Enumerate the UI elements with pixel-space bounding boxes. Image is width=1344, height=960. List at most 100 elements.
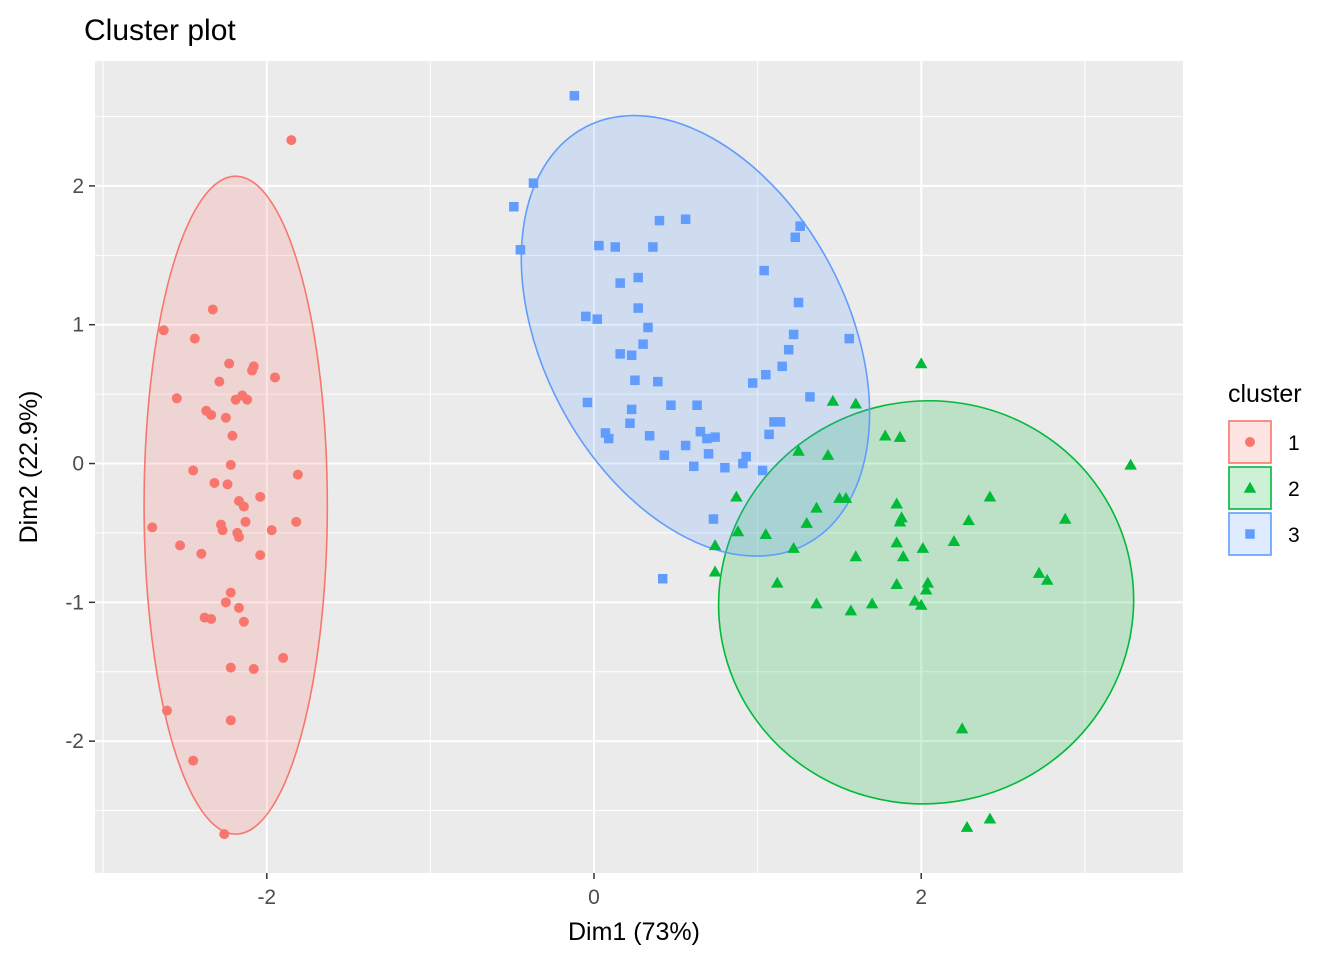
minor-gridlines bbox=[95, 61, 1183, 873]
legend-title: cluster bbox=[1228, 380, 1302, 408]
cluster-1-point bbox=[222, 479, 233, 490]
chart-title: Cluster plot bbox=[84, 14, 236, 47]
cluster-2-point bbox=[849, 550, 863, 562]
cluster-3-point bbox=[633, 303, 643, 313]
cluster-1-point bbox=[225, 715, 236, 726]
cluster-3-ellipse bbox=[520, 114, 871, 557]
cluster-3-point bbox=[610, 242, 621, 252]
cluster-1-point bbox=[233, 602, 244, 613]
cluster-3-points bbox=[509, 90, 854, 584]
cluster-3-point bbox=[720, 462, 730, 473]
legend-marker-2 bbox=[1243, 481, 1257, 493]
cluster-3-point bbox=[666, 400, 676, 410]
cluster-1-point bbox=[266, 525, 277, 536]
cluster-3-point bbox=[592, 314, 603, 324]
cluster-1-point bbox=[206, 409, 217, 420]
cluster-3-point bbox=[625, 418, 635, 429]
cluster-1-point bbox=[158, 325, 169, 336]
cluster-3-point bbox=[648, 242, 658, 252]
cluster-3-point bbox=[844, 333, 854, 344]
cluster-2-point bbox=[787, 541, 800, 553]
cluster-1-point bbox=[220, 597, 231, 608]
y-tick-label: -2 bbox=[65, 730, 84, 753]
legend-item-2: 2 bbox=[1228, 466, 1300, 510]
cluster-3-point bbox=[788, 329, 799, 340]
cluster-2-point bbox=[908, 594, 921, 606]
cluster-2-point bbox=[1124, 458, 1137, 470]
cluster-2-point bbox=[893, 430, 907, 442]
cluster-3-point bbox=[790, 232, 800, 243]
cluster-2-point bbox=[810, 501, 823, 513]
cluster-2-point bbox=[1032, 566, 1046, 578]
cluster-2-point bbox=[810, 597, 823, 609]
cluster-1-point bbox=[230, 394, 241, 405]
x-axis-label: Dim1 (73%) bbox=[568, 918, 700, 946]
cluster-2-point bbox=[878, 429, 892, 441]
cluster-1-point bbox=[207, 304, 218, 315]
cluster-2-point bbox=[890, 497, 903, 509]
cluster-3-point bbox=[644, 431, 655, 441]
cluster-1-point bbox=[196, 548, 207, 559]
cluster-1-point bbox=[233, 532, 244, 543]
cluster-1-point bbox=[175, 540, 186, 551]
cluster-2-point bbox=[962, 514, 975, 526]
cluster-2-point bbox=[947, 535, 961, 546]
cluster-3-point bbox=[702, 433, 712, 444]
cluster-3-point bbox=[795, 221, 805, 231]
cluster-3-point bbox=[594, 240, 604, 251]
legend-marker-1 bbox=[1245, 437, 1255, 447]
cluster-1-point bbox=[189, 333, 200, 344]
cluster-3-point bbox=[769, 417, 779, 427]
cluster-3-point bbox=[653, 376, 663, 387]
legend-label-2: 2 bbox=[1288, 478, 1300, 501]
cluster-3-point bbox=[630, 375, 640, 385]
cluster-3-point bbox=[775, 417, 786, 427]
cluster-2-point bbox=[1040, 573, 1054, 585]
cluster-2-point bbox=[914, 598, 928, 610]
cluster-3-point bbox=[600, 428, 611, 438]
cluster-1-point bbox=[227, 430, 238, 441]
legend-label-1: 1 bbox=[1288, 432, 1300, 455]
cluster-1-point bbox=[269, 372, 280, 383]
cluster-2-point bbox=[890, 578, 903, 589]
cluster-2-points bbox=[708, 357, 1137, 832]
cluster-1-point bbox=[214, 376, 225, 387]
cluster-3-point bbox=[738, 458, 748, 469]
cluster-1-point bbox=[217, 525, 228, 536]
cluster-2-point bbox=[731, 525, 745, 537]
cluster-3-point bbox=[761, 369, 771, 380]
cluster-1-point bbox=[240, 516, 251, 527]
cluster-2-point bbox=[890, 536, 903, 548]
cluster-2-point bbox=[955, 722, 969, 734]
cluster-2-point bbox=[800, 516, 813, 528]
cluster-3-point bbox=[703, 449, 714, 459]
cluster-3-point bbox=[626, 350, 637, 361]
y-tick-label: 1 bbox=[72, 314, 84, 337]
cluster-1-point bbox=[161, 705, 172, 716]
cluster-1-point bbox=[291, 516, 302, 527]
cluster-3-point bbox=[569, 90, 580, 101]
cluster-3-point bbox=[643, 322, 653, 333]
cluster-2-point bbox=[770, 576, 784, 588]
y-axis-label: Dim2 (22.9%) bbox=[15, 391, 43, 544]
cluster-3-point bbox=[764, 429, 774, 440]
cluster-1-ellipse bbox=[143, 175, 329, 835]
cluster-2-point bbox=[914, 357, 928, 369]
data-points bbox=[147, 90, 1137, 840]
cluster-3-point bbox=[783, 344, 794, 355]
cluster-3-point bbox=[581, 311, 591, 322]
legend: cluster 1 2 3 bbox=[1228, 380, 1302, 556]
cluster-2-point bbox=[708, 565, 722, 577]
cluster-1-point bbox=[147, 522, 158, 533]
y-tick-label: 2 bbox=[72, 175, 84, 198]
legend-item-3: 3 bbox=[1228, 512, 1300, 556]
cluster-ellipses bbox=[143, 114, 1135, 835]
cluster-2-point bbox=[865, 597, 879, 609]
cluster-1-point bbox=[247, 365, 258, 376]
cluster-2-point bbox=[844, 604, 858, 616]
cluster-2-point bbox=[916, 541, 930, 553]
cluster-2-point bbox=[839, 491, 853, 503]
x-tick-label: -2 bbox=[257, 886, 276, 909]
cluster-1-point bbox=[292, 469, 303, 480]
